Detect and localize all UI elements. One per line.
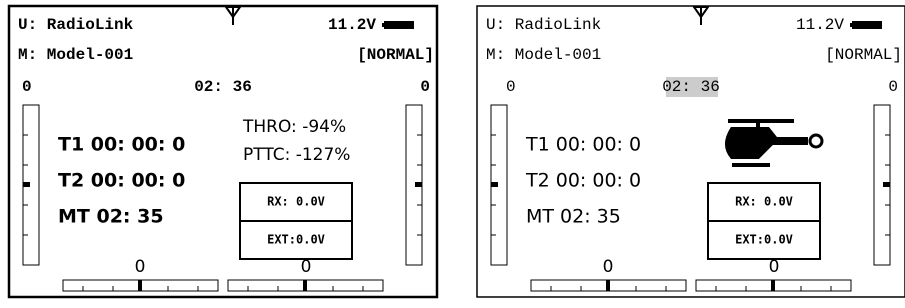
- rx: RX: 0.0V: [735, 195, 793, 209]
- battery-icon: [384, 21, 414, 29]
- model: M: Model-001: [18, 46, 133, 64]
- user: U: RadioLink: [486, 16, 601, 34]
- lcd-screen: U: RadioLink 11.2V M: Model-001 [NORMAL] 0 02…: [9, 6, 437, 297]
- timer: 02: 36: [662, 78, 720, 96]
- t1: T1 00: 00: 0: [525, 134, 641, 156]
- mt: MT 02: 35: [526, 206, 621, 228]
- user: U: RadioLink: [18, 16, 134, 34]
- ext: EXT:0.0V: [267, 233, 325, 247]
- ext: EXT:0.0V: [735, 233, 793, 247]
- battery: 11.2V: [328, 16, 376, 34]
- screens: U: RadioLink 11.2V M: Model-001 [NORMAL] 0 02…: [0, 0, 905, 303]
- mode: [NORMAL]: [357, 46, 434, 64]
- left-value: 0: [22, 78, 32, 96]
- right-value: 0: [888, 78, 898, 96]
- helicopter-tail: [810, 135, 822, 147]
- trim-marker: [23, 182, 30, 187]
- pttc: PTTC: -127%: [243, 145, 350, 165]
- model: M: Model-001: [486, 46, 601, 64]
- trim-marker: [883, 182, 890, 187]
- mode: [NORMAL]: [825, 46, 902, 64]
- battery: 11.2V: [796, 16, 844, 34]
- battery-tip: [382, 23, 385, 27]
- left-value: 0: [506, 78, 516, 96]
- trim-marker: [771, 280, 775, 291]
- trim-marker: [415, 182, 422, 187]
- trim-marker: [491, 182, 498, 187]
- t2: T2 00: 00: 0: [525, 170, 641, 192]
- right-value: 0: [420, 78, 430, 96]
- trim-marker: [303, 280, 307, 291]
- lcd-screen: U: RadioLink 11.2V M: Model-001 [NORMAL] 0 02…: [477, 6, 905, 297]
- timer: 02: 36: [194, 78, 252, 96]
- trim-right: 0: [301, 257, 312, 277]
- rx: RX: 0.0V: [267, 195, 325, 209]
- battery-icon: [852, 21, 882, 29]
- trim-left: 0: [135, 257, 146, 277]
- t2: T2 00: 00: 0: [58, 170, 185, 192]
- trim-right: 0: [769, 257, 780, 277]
- mt: MT 02: 35: [58, 206, 164, 228]
- t1: T1 00: 00: 0: [58, 134, 185, 156]
- trim-marker: [606, 280, 610, 291]
- battery-tip: [850, 23, 853, 27]
- thro: THRO: -94%: [242, 117, 346, 137]
- trim-marker: [138, 280, 142, 291]
- trim-left: 0: [603, 257, 614, 277]
